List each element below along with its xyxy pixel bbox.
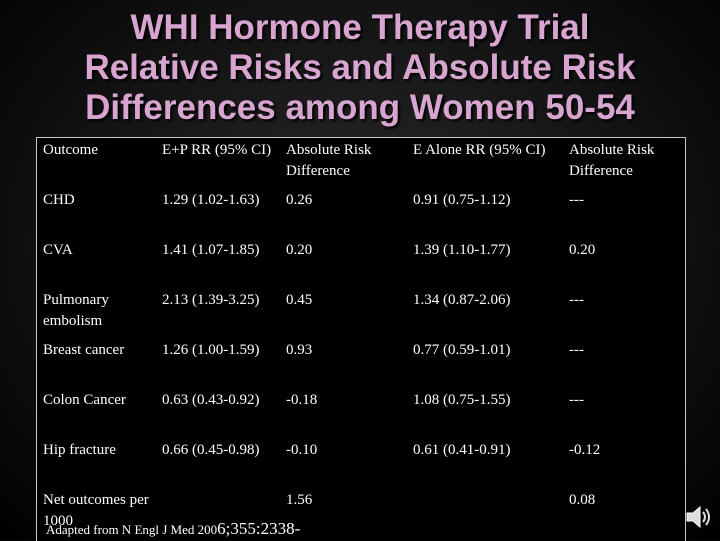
table-cell: --- [569,292,584,308]
table-row: Breast cancer 1.26 (1.00-1.59) 0.93 0.77… [37,338,685,388]
table-cell: Net outcomes per 1000 [43,492,149,529]
table-cell: -0.12 [569,442,601,458]
table-cell: 1.41 (1.07-1.85) [162,242,260,258]
table-cell: -0.18 [286,392,318,408]
table-cell: 2.13 (1.39-3.25) [162,292,260,308]
results-table: Outcome E+P RR (95% CI) Absolute Risk Di… [37,138,685,538]
table-cell: CHD [43,192,75,208]
table-cell: --- [569,192,584,208]
table-cell: Breast cancer [43,342,125,358]
source-citation: Adapted from N Engl J Med 2006;355:2338- [46,519,300,539]
table-cell: Hip fracture [43,442,116,458]
table-cell: 0.61 (0.41-0.91) [413,442,511,458]
table-cell: --- [569,342,584,358]
header-outcome: Outcome [43,142,98,158]
table-cell: 0.20 [286,242,313,258]
table-cell: 0.63 (0.43-0.92) [162,392,260,408]
table-cell: 1.08 (0.75-1.55) [413,392,511,408]
table-row: Pulmonary embolism 2.13 (1.39-3.25) 0.45… [37,288,685,338]
header-e-alone-absolute-risk: Absolute Risk Difference [569,142,655,179]
table-cell: 0.26 [286,192,313,208]
table-row: Hip fracture 0.66 (0.45-0.98) -0.10 0.61… [37,438,685,488]
table-cell: 1.26 (1.00-1.59) [162,342,260,358]
table-cell: 0.77 (0.59-1.01) [413,342,511,358]
header-ep-absolute-risk: Absolute Risk Difference [286,142,372,179]
source-prefix: Adapted from N Engl J Med 200 [46,522,218,537]
title-line-2: Relative Risks and Absolute Risk [84,48,636,87]
speaker-icon[interactable] [684,502,714,532]
table-cell: 1.39 (1.10-1.77) [413,242,511,258]
table-cell: 0.66 (0.45-0.98) [162,442,260,458]
table-cell: Colon Cancer [43,392,126,408]
header-e-alone-rr: E Alone RR (95% CI) [413,142,546,158]
table-row: Colon Cancer 0.63 (0.43-0.92) -0.18 1.08… [37,388,685,438]
table-cell: 0.08 [569,492,596,508]
table-cell: 0.93 [286,342,313,358]
table-header-row: Outcome E+P RR (95% CI) Absolute Risk Di… [37,138,685,188]
header-ep-rr: E+P RR (95% CI) [162,142,272,158]
table-row-net-outcomes: Net outcomes per 1000 1.56 0.08 [37,488,685,538]
table-cell: 1.34 (0.87-2.06) [413,292,511,308]
table-cell [407,488,563,538]
table-row: CHD 1.29 (1.02-1.63) 0.26 0.91 (0.75-1.1… [37,188,685,238]
table-row: CVA 1.41 (1.07-1.85) 0.20 1.39 (1.10-1.7… [37,238,685,288]
table-cell: --- [569,392,584,408]
table-cell: 0.45 [286,292,313,308]
table-cell: -0.10 [286,442,318,458]
title-line-1: WHI Hormone Therapy Trial [130,8,590,47]
title-line-3: Differences among Women 50-54 [85,88,635,127]
table-cell: Pulmonary embolism [43,292,109,329]
slide-title: WHI Hormone Therapy Trial Relative Risks… [0,8,720,128]
results-table-container: Outcome E+P RR (95% CI) Absolute Risk Di… [36,137,686,541]
table-cell: 0.20 [569,242,596,258]
table-cell: 1.29 (1.02-1.63) [162,192,260,208]
table-cell: CVA [43,242,73,258]
table-cell: 0.91 (0.75-1.12) [413,192,511,208]
source-reference: 6;355:2338- [217,519,301,538]
speaker-icon-graphic [686,505,710,529]
table-cell: 1.56 [286,492,313,508]
